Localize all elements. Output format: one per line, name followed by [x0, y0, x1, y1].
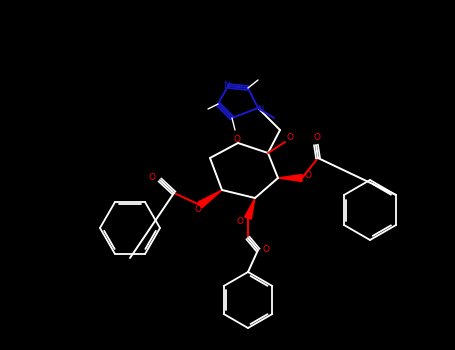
- Polygon shape: [278, 175, 302, 182]
- Text: O: O: [233, 134, 241, 144]
- Text: O: O: [304, 172, 312, 181]
- Polygon shape: [198, 190, 222, 208]
- Text: O: O: [148, 174, 156, 182]
- Text: O: O: [237, 217, 243, 226]
- Text: O: O: [287, 133, 293, 141]
- Text: O: O: [263, 245, 269, 253]
- Polygon shape: [245, 198, 255, 219]
- Text: N: N: [257, 105, 263, 113]
- Text: N: N: [223, 80, 229, 90]
- Text: O: O: [313, 133, 320, 141]
- Text: O: O: [194, 205, 202, 215]
